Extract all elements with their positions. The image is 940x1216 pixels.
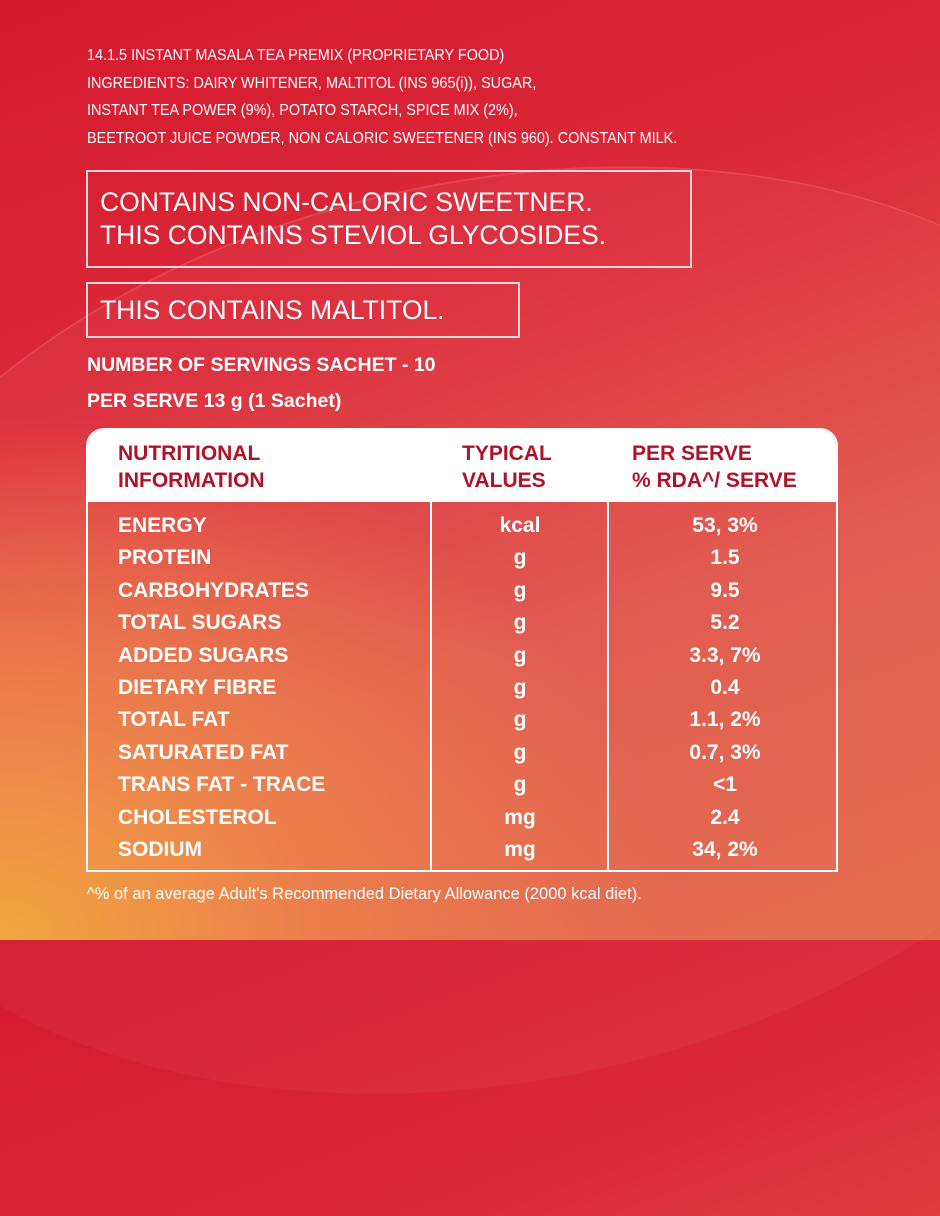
- unit: g: [513, 546, 527, 570]
- nutrient-name: TRANS FAT - TRACE: [118, 773, 326, 797]
- ingredients-line: INSTANT TEA POWER (9%), POTATO STARCH, S…: [87, 102, 518, 119]
- value: 1.5: [710, 546, 740, 570]
- warning-line: THIS CONTAINS MALTITOL.: [100, 295, 445, 325]
- value: 0.4: [710, 675, 740, 699]
- value: 0.7, 3%: [689, 740, 761, 764]
- nutrient-name: ADDED SUGARS: [118, 643, 289, 667]
- column-divider: [430, 502, 432, 870]
- ingredients-line: BEETROOT JUICE POWDER, NON CALORIC SWEET…: [87, 129, 678, 147]
- nutrient-name: CARBOHYDRATES: [118, 578, 309, 602]
- value: 9.5: [710, 578, 740, 602]
- maltitol-warning-box: THIS CONTAINS MALTITOL.: [86, 282, 520, 338]
- table-row: SATURATED FAT g 0.7, 3%: [88, 739, 836, 771]
- unit: g: [513, 611, 527, 635]
- unit: g: [513, 675, 527, 699]
- unit: g: [513, 740, 527, 764]
- nutrient-name: PROTEIN: [118, 546, 212, 570]
- warning-line: CONTAINS NON-CALORIC SWEETNER.: [100, 187, 593, 217]
- header-nutritional-information: NUTRITIONAL INFORMATION: [118, 440, 265, 494]
- unit: g: [513, 578, 527, 602]
- table-row: TRANS FAT - TRACE g <1: [88, 771, 836, 803]
- servings-count: NUMBER OF SERVINGS SACHET - 10: [87, 354, 436, 376]
- header-line: TYPICAL: [462, 442, 552, 465]
- value: 53, 3%: [692, 514, 758, 537]
- table-row: PROTEIN g 1.5: [88, 544, 836, 576]
- nutrient-name: TOTAL SUGARS: [118, 611, 282, 635]
- table-row: ENERGY kcal 53, 3%: [88, 512, 836, 544]
- value: <1: [713, 773, 737, 797]
- nutrient-name: SATURATED FAT: [118, 740, 289, 764]
- value: 5.2: [710, 611, 740, 635]
- serving-size: PER SERVE 13 g (1 Sachet): [87, 390, 342, 412]
- column-divider: [607, 502, 609, 870]
- table-row: DIETARY FIBRE g 0.4: [88, 674, 836, 706]
- footnote: ^% of an average Adult's Recommended Die…: [87, 885, 642, 903]
- unit: mg: [504, 805, 536, 829]
- header-typical-values: TYPICAL VALUES: [462, 440, 552, 494]
- ingredients-line: 14.1.5 INSTANT MASALA TEA PREMIX (PROPRI…: [87, 47, 505, 64]
- nutrient-name: CHOLESTEROL: [118, 805, 277, 829]
- header-line: % RDA^/ SERVE: [632, 469, 797, 492]
- unit: g: [513, 708, 527, 732]
- header-line: PER SERVE: [632, 442, 752, 465]
- header-line: VALUES: [462, 469, 546, 492]
- value: 1.1, 2%: [689, 708, 761, 732]
- unit: kcal: [499, 514, 541, 537]
- sweetener-warning-box: CONTAINS NON-CALORIC SWEETNER. THIS CONT…: [86, 170, 692, 268]
- header-line: NUTRITIONAL: [118, 442, 261, 465]
- nutrient-name: SODIUM: [118, 837, 202, 861]
- table-row: TOTAL FAT g 1.1, 2%: [88, 706, 836, 738]
- ingredients-text: 14.1.5 INSTANT MASALA TEA PREMIX (PROPRI…: [87, 42, 677, 152]
- nutrient-name: TOTAL FAT: [118, 708, 230, 732]
- header-line: INFORMATION: [118, 469, 265, 492]
- nutrient-name: DIETARY FIBRE: [118, 675, 277, 699]
- table-row: TOTAL SUGARS g 5.2: [88, 609, 836, 641]
- table-body: ENERGY kcal 53, 3% PROTEIN g 1.5 CARBOHYDRATES…: [88, 512, 836, 868]
- ingredients-line: INGREDIENTS: DAIRY WHITENER, MALTITOL (I…: [87, 74, 537, 92]
- nutrition-table: NUTRITIONAL INFORMATION TYPICAL VALUES PER…: [86, 428, 838, 872]
- table-row: SODIUM mg 34, 2%: [88, 836, 836, 868]
- value: 2.4: [710, 805, 740, 829]
- table-row: CARBOHYDRATES g 9.5: [88, 577, 836, 609]
- nutrient-name: ENERGY: [118, 514, 207, 537]
- unit: g: [513, 643, 527, 667]
- unit: mg: [504, 837, 536, 861]
- table-row: CHOLESTEROL mg 2.4: [88, 804, 836, 836]
- table-row: ADDED SUGARS g 3.3, 7%: [88, 642, 836, 674]
- warning-line: THIS CONTAINS STEVIOL GLYCOSIDES.: [100, 220, 607, 250]
- unit: g: [513, 773, 527, 797]
- header-per-serve: PER SERVE % RDA^/ SERVE: [632, 440, 797, 494]
- value: 3.3, 7%: [689, 643, 761, 667]
- table-header: NUTRITIONAL INFORMATION TYPICAL VALUES PER…: [88, 430, 836, 502]
- value: 34, 2%: [692, 837, 758, 861]
